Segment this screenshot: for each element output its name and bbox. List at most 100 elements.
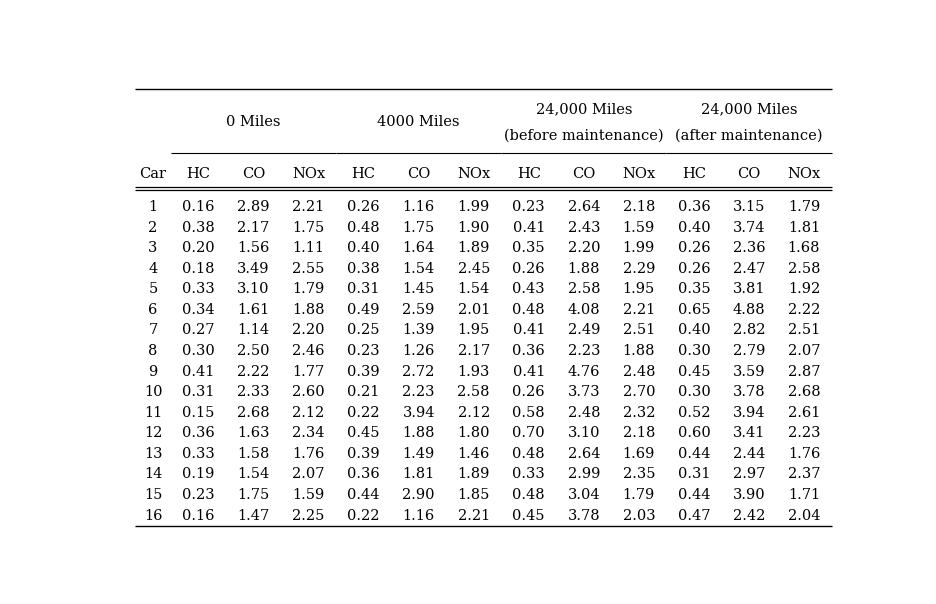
Text: 0.39: 0.39 (347, 447, 380, 461)
Text: (before maintenance): (before maintenance) (504, 129, 664, 143)
Text: 2.04: 2.04 (788, 509, 820, 522)
Text: 1.88: 1.88 (402, 426, 435, 440)
Text: CO: CO (241, 167, 265, 181)
Text: HC: HC (186, 167, 211, 181)
Text: 3.04: 3.04 (567, 488, 600, 502)
Text: 1.99: 1.99 (622, 241, 655, 255)
Text: 2.46: 2.46 (292, 344, 325, 358)
Text: 0.36: 0.36 (183, 426, 215, 440)
Text: 0.23: 0.23 (347, 344, 380, 358)
Text: 1.88: 1.88 (292, 303, 325, 317)
Text: 2.70: 2.70 (622, 385, 655, 399)
Text: 3.10: 3.10 (237, 282, 270, 297)
Text: 0.36: 0.36 (678, 200, 710, 214)
Text: 4.08: 4.08 (567, 303, 600, 317)
Text: 2.12: 2.12 (292, 406, 325, 420)
Text: 3.74: 3.74 (733, 220, 766, 234)
Text: 3.49: 3.49 (237, 262, 270, 275)
Text: 2: 2 (149, 220, 157, 234)
Text: 1.16: 1.16 (402, 509, 434, 522)
Text: 1.68: 1.68 (788, 241, 820, 255)
Text: 2.01: 2.01 (458, 303, 490, 317)
Text: 0.65: 0.65 (678, 303, 710, 317)
Text: 2.18: 2.18 (622, 426, 655, 440)
Text: 2.61: 2.61 (788, 406, 820, 420)
Text: 9: 9 (149, 365, 157, 379)
Text: 2.23: 2.23 (788, 426, 820, 440)
Text: 2.37: 2.37 (788, 467, 820, 481)
Text: 2.44: 2.44 (733, 447, 765, 461)
Text: 0.33: 0.33 (512, 467, 545, 481)
Text: 1.77: 1.77 (292, 365, 325, 379)
Text: 0.19: 0.19 (183, 467, 214, 481)
Text: 1.89: 1.89 (458, 241, 490, 255)
Text: 4.88: 4.88 (733, 303, 766, 317)
Text: 2.99: 2.99 (567, 467, 600, 481)
Text: 3.10: 3.10 (567, 426, 600, 440)
Text: 0 Miles: 0 Miles (227, 115, 281, 129)
Text: 0.39: 0.39 (347, 365, 380, 379)
Text: 1.26: 1.26 (402, 344, 435, 358)
Text: 2.29: 2.29 (622, 262, 655, 275)
Text: 2.58: 2.58 (567, 282, 600, 297)
Text: 13: 13 (144, 447, 162, 461)
Text: 0.35: 0.35 (512, 241, 545, 255)
Text: 1.79: 1.79 (788, 200, 820, 214)
Text: 1: 1 (149, 200, 157, 214)
Text: 2.34: 2.34 (292, 426, 325, 440)
Text: 2.79: 2.79 (733, 344, 765, 358)
Text: 2.60: 2.60 (292, 385, 325, 399)
Text: 0.26: 0.26 (512, 262, 545, 275)
Text: 2.89: 2.89 (237, 200, 270, 214)
Text: 4000 Miles: 4000 Miles (377, 115, 460, 129)
Text: 0.16: 0.16 (183, 509, 214, 522)
Text: 4: 4 (149, 262, 157, 275)
Text: NOx: NOx (787, 167, 821, 181)
Text: NOx: NOx (457, 167, 490, 181)
Text: 0.30: 0.30 (678, 385, 710, 399)
Text: 0.45: 0.45 (513, 509, 545, 522)
Text: 5: 5 (149, 282, 157, 297)
Text: 2.20: 2.20 (292, 323, 325, 338)
Text: 2.50: 2.50 (237, 344, 270, 358)
Text: 2.55: 2.55 (292, 262, 325, 275)
Text: 1.39: 1.39 (402, 323, 435, 338)
Text: 3.15: 3.15 (733, 200, 765, 214)
Text: 0.26: 0.26 (678, 241, 710, 255)
Text: 1.75: 1.75 (402, 220, 434, 234)
Text: 1.45: 1.45 (402, 282, 434, 297)
Text: 1.89: 1.89 (458, 467, 490, 481)
Text: 1.71: 1.71 (788, 488, 820, 502)
Text: 1.95: 1.95 (458, 323, 490, 338)
Text: 0.44: 0.44 (347, 488, 380, 502)
Text: 0.40: 0.40 (347, 241, 380, 255)
Text: NOx: NOx (292, 167, 325, 181)
Text: 3: 3 (148, 241, 157, 255)
Text: 2.07: 2.07 (788, 344, 820, 358)
Text: 0.38: 0.38 (183, 220, 215, 234)
Text: CO: CO (407, 167, 431, 181)
Text: 2.51: 2.51 (622, 323, 655, 338)
Text: 3.41: 3.41 (733, 426, 765, 440)
Text: 0.31: 0.31 (347, 282, 380, 297)
Text: 1.99: 1.99 (458, 200, 490, 214)
Text: 2.21: 2.21 (622, 303, 655, 317)
Text: 6: 6 (148, 303, 157, 317)
Text: CO: CO (572, 167, 595, 181)
Text: 2.07: 2.07 (292, 467, 325, 481)
Text: 1.69: 1.69 (622, 447, 655, 461)
Text: 0.41: 0.41 (183, 365, 214, 379)
Text: 2.64: 2.64 (567, 200, 600, 214)
Text: 0.18: 0.18 (183, 262, 214, 275)
Text: 2.23: 2.23 (567, 344, 600, 358)
Text: 0.40: 0.40 (678, 220, 710, 234)
Text: CO: CO (738, 167, 761, 181)
Text: 0.60: 0.60 (678, 426, 710, 440)
Text: 0.48: 0.48 (512, 447, 545, 461)
Text: 12: 12 (144, 426, 162, 440)
Text: 1.11: 1.11 (293, 241, 325, 255)
Text: 0.31: 0.31 (678, 467, 710, 481)
Text: 3.59: 3.59 (733, 365, 766, 379)
Text: 0.36: 0.36 (347, 467, 380, 481)
Text: 7: 7 (149, 323, 157, 338)
